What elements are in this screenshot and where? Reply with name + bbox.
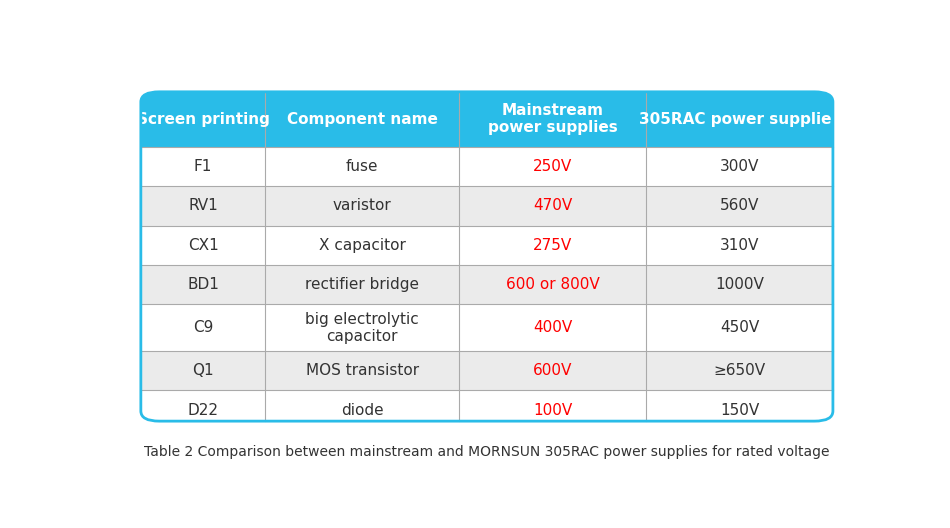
Text: D22: D22 — [187, 403, 218, 418]
Text: CX1: CX1 — [188, 238, 219, 253]
Text: 600V: 600V — [533, 363, 572, 378]
Text: 1000V: 1000V — [715, 277, 764, 292]
Bar — [141, 186, 833, 225]
Text: MOS transistor: MOS transistor — [306, 363, 419, 378]
Text: 560V: 560V — [720, 199, 759, 213]
Text: varistor: varistor — [332, 199, 391, 213]
Bar — [141, 265, 833, 305]
Text: 450V: 450V — [720, 320, 759, 335]
Text: 305RAC power supplies: 305RAC power supplies — [638, 112, 840, 127]
Text: Screen printing: Screen printing — [137, 112, 270, 127]
Text: Component name: Component name — [287, 112, 438, 127]
Bar — [141, 351, 833, 390]
FancyBboxPatch shape — [141, 92, 833, 147]
Bar — [141, 147, 833, 186]
Text: 600 or 800V: 600 or 800V — [505, 277, 599, 292]
Text: X capacitor: X capacitor — [319, 238, 406, 253]
Text: Table 2 Comparison between mainstream and MORNSUN 305RAC power supplies for rate: Table 2 Comparison between mainstream an… — [144, 445, 829, 459]
Text: 100V: 100V — [533, 403, 572, 418]
Text: F1: F1 — [194, 159, 212, 174]
Text: 310V: 310V — [720, 238, 759, 253]
Text: fuse: fuse — [346, 159, 378, 174]
FancyBboxPatch shape — [141, 390, 833, 430]
Text: Mainstream
power supplies: Mainstream power supplies — [487, 103, 618, 136]
Text: 150V: 150V — [720, 403, 759, 418]
Text: big electrolytic
capacitor: big electrolytic capacitor — [306, 312, 419, 344]
Text: diode: diode — [341, 403, 384, 418]
Bar — [141, 135, 833, 147]
Text: RV1: RV1 — [188, 199, 218, 213]
Text: ≥650V: ≥650V — [713, 363, 766, 378]
Bar — [141, 390, 833, 420]
Bar — [141, 305, 833, 351]
Bar — [141, 225, 833, 265]
Text: Q1: Q1 — [192, 363, 214, 378]
Text: 300V: 300V — [720, 159, 759, 174]
Text: C9: C9 — [193, 320, 214, 335]
Text: 275V: 275V — [533, 238, 572, 253]
Text: 470V: 470V — [533, 199, 572, 213]
Text: BD1: BD1 — [187, 277, 219, 292]
Text: rectifier bridge: rectifier bridge — [305, 277, 419, 292]
Text: 250V: 250V — [533, 159, 572, 174]
Text: 400V: 400V — [533, 320, 572, 335]
